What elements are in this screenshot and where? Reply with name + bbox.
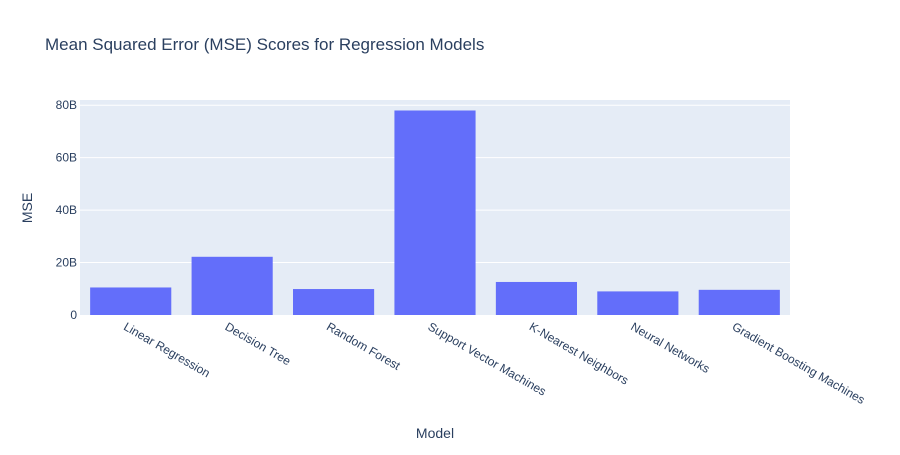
bar[interactable]	[698, 289, 780, 315]
bar[interactable]	[597, 291, 679, 315]
x-tick-label: K-Nearest Neighbors	[527, 319, 631, 387]
y-axis-ticks: 0 20B 40B 60B 80B	[56, 98, 78, 322]
bar[interactable]	[394, 110, 476, 315]
y-tick-label: 60B	[56, 151, 77, 165]
y-tick-label: 40B	[56, 203, 77, 217]
x-tick-label: Random Forest	[324, 319, 403, 373]
y-tick-label: 80B	[56, 98, 77, 112]
bar[interactable]	[90, 287, 172, 315]
bars	[90, 110, 780, 315]
bar[interactable]	[495, 281, 577, 315]
x-axis-title: Model	[416, 425, 454, 441]
x-tick-label: Neural Networks	[628, 319, 712, 375]
y-axis-title: MSE	[19, 193, 35, 223]
y-tick-label: 0	[70, 308, 77, 322]
x-tick-label: Gradient Boosting Machines	[730, 319, 868, 406]
x-tick-label: Linear Regression	[121, 319, 212, 380]
x-axis-ticks: Linear Regression Decision Tree Random For…	[121, 319, 867, 406]
chart-title: Mean Squared Error (MSE) Scores for Regr…	[45, 35, 484, 54]
y-tick-label: 20B	[56, 256, 77, 270]
bar[interactable]	[191, 256, 273, 315]
bar[interactable]	[293, 289, 375, 315]
x-tick-label: Decision Tree	[223, 319, 294, 368]
